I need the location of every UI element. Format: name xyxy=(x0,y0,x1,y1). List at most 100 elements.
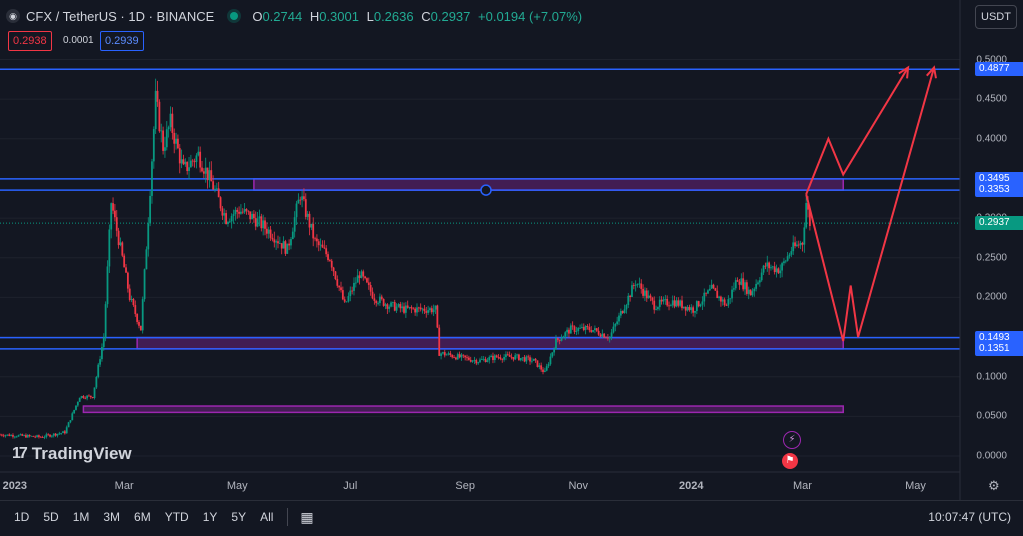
candle-body xyxy=(577,328,580,331)
candle-body xyxy=(649,295,652,298)
projection-arrow xyxy=(805,67,936,342)
range-ytd-button[interactable]: YTD xyxy=(164,510,189,524)
tradingview-logo[interactable]: 17 TradingView xyxy=(12,444,132,464)
ohlc-close-key: C xyxy=(421,8,431,24)
candle-body xyxy=(86,395,89,399)
candle-body xyxy=(523,357,526,362)
candle-body xyxy=(397,304,400,307)
candle-body xyxy=(73,409,76,414)
candle-body xyxy=(808,209,811,227)
candle-body xyxy=(12,435,14,437)
candle-body xyxy=(610,332,613,337)
candle-body xyxy=(631,285,633,298)
candle-body xyxy=(512,357,515,360)
price-tag[interactable]: 0.1493 xyxy=(975,330,1023,345)
candle-body xyxy=(647,295,650,299)
range-5d-button[interactable]: 5D xyxy=(43,510,59,524)
us-flag-event-icon[interactable]: ⚑ xyxy=(782,453,798,469)
candle-body xyxy=(386,304,389,309)
range-6m-button[interactable]: 6M xyxy=(134,510,151,524)
candle-body xyxy=(102,337,105,347)
candle-body xyxy=(21,434,24,436)
candle-body xyxy=(191,160,194,162)
candle-body xyxy=(186,161,189,172)
market-open-icon xyxy=(230,12,239,20)
clock[interactable]: 10:07:47 (UTC) xyxy=(928,510,1011,524)
candle-body xyxy=(805,203,808,228)
price-axis-label: 0.0500 xyxy=(976,410,1007,422)
candle-body xyxy=(97,364,100,377)
range-5y-button[interactable]: 5Y xyxy=(231,510,247,524)
axis-settings-icon[interactable]: ⚙ xyxy=(988,478,1000,493)
candle-body xyxy=(149,195,152,224)
candle-body xyxy=(278,243,281,245)
candle-body xyxy=(549,356,552,365)
price-tag[interactable]: 0.3353 xyxy=(975,183,1023,198)
candle-body xyxy=(177,138,179,149)
candle-body xyxy=(731,289,733,299)
currency-select[interactable]: USDT xyxy=(975,5,1017,29)
candle-body xyxy=(60,433,63,434)
candle-body xyxy=(210,170,213,182)
candle-body xyxy=(503,357,505,360)
candle-body xyxy=(492,355,494,361)
candle-body xyxy=(252,213,255,219)
sell-price-button[interactable]: 0.2938 xyxy=(8,31,52,51)
candle-body xyxy=(762,265,765,273)
candle-body xyxy=(493,355,496,361)
range-all-button[interactable]: All xyxy=(260,510,274,524)
price-tag[interactable]: 0.3495 xyxy=(975,171,1023,186)
candle-body xyxy=(225,213,228,224)
candle-body xyxy=(17,435,20,437)
candle-body xyxy=(555,338,557,350)
symbol-label[interactable]: CFX / TetherUS · 1D · BINANCE xyxy=(26,8,215,24)
candle-body xyxy=(297,199,300,204)
candle-body xyxy=(264,220,266,229)
candle-body xyxy=(227,222,229,224)
candle-body xyxy=(50,435,53,437)
candle-body xyxy=(771,266,774,268)
candle-body xyxy=(319,244,322,246)
candle-body xyxy=(343,299,346,302)
candle-body xyxy=(182,159,185,165)
candle-body xyxy=(632,285,635,286)
price-tag[interactable]: 0.4877 xyxy=(975,62,1023,77)
candle-body xyxy=(388,306,391,309)
candle-body xyxy=(662,299,665,302)
buy-price-button[interactable]: 0.2939 xyxy=(100,31,144,51)
candle-body xyxy=(247,210,250,212)
candle-body xyxy=(456,354,459,360)
range-1m-button[interactable]: 1M xyxy=(72,510,90,524)
range-1d-button[interactable]: 1D xyxy=(14,510,30,524)
price-tag[interactable]: 0.1351 xyxy=(975,341,1023,356)
candle-body xyxy=(367,282,370,286)
candle-body xyxy=(26,434,29,438)
candle-body xyxy=(110,203,113,230)
price-tag[interactable]: 0.2937 xyxy=(975,216,1023,231)
lightning-event-icon[interactable]: ⚡ xyxy=(783,431,801,449)
candle-body xyxy=(590,330,593,332)
range-1y-button[interactable]: 1Y xyxy=(202,510,218,524)
candle-body xyxy=(751,291,754,296)
candle-body xyxy=(505,354,507,358)
candle-body xyxy=(308,213,311,228)
candle-body xyxy=(525,356,528,362)
ohlc-high-value: 0.3001 xyxy=(319,8,359,24)
candle-body xyxy=(417,307,420,309)
candle-body xyxy=(506,354,509,356)
candle-body xyxy=(351,290,354,292)
candle-body xyxy=(527,356,530,358)
cfx-logo-icon: ◉ xyxy=(6,9,20,23)
candle-body xyxy=(101,346,103,360)
date-range-calendar-icon[interactable]: ▦ xyxy=(300,508,314,525)
candle-body xyxy=(232,214,235,216)
candle-body xyxy=(230,215,233,222)
candle-body xyxy=(189,160,192,168)
candle-body xyxy=(742,278,745,290)
range-3m-button[interactable]: 3M xyxy=(103,510,121,524)
candle-body xyxy=(175,138,177,144)
candle-body xyxy=(658,299,661,308)
candle-body xyxy=(280,243,283,249)
